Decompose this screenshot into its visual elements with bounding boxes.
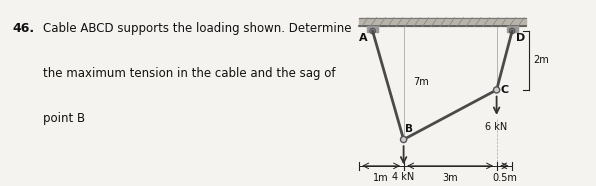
Text: 3m: 3m xyxy=(442,173,458,183)
Text: D: D xyxy=(516,33,525,43)
Circle shape xyxy=(370,28,375,34)
Text: 0.5m: 0.5m xyxy=(492,173,517,183)
Text: 4 kN: 4 kN xyxy=(393,172,415,182)
Text: the maximum tension in the cable and the sag of: the maximum tension in the cable and the… xyxy=(44,67,336,80)
Text: 46.: 46. xyxy=(13,22,35,35)
Text: 7m: 7m xyxy=(413,77,429,87)
Circle shape xyxy=(510,28,515,34)
Text: point B: point B xyxy=(44,112,85,125)
Text: 2m: 2m xyxy=(533,55,549,65)
Text: B: B xyxy=(405,124,413,134)
Text: Cable ABCD supports the loading shown. Determine: Cable ABCD supports the loading shown. D… xyxy=(44,22,352,35)
Text: 6 kN: 6 kN xyxy=(486,122,508,132)
Text: C: C xyxy=(501,85,509,95)
Circle shape xyxy=(493,87,499,93)
Circle shape xyxy=(401,136,406,143)
Text: A: A xyxy=(359,33,368,43)
Text: 1m: 1m xyxy=(373,173,389,183)
